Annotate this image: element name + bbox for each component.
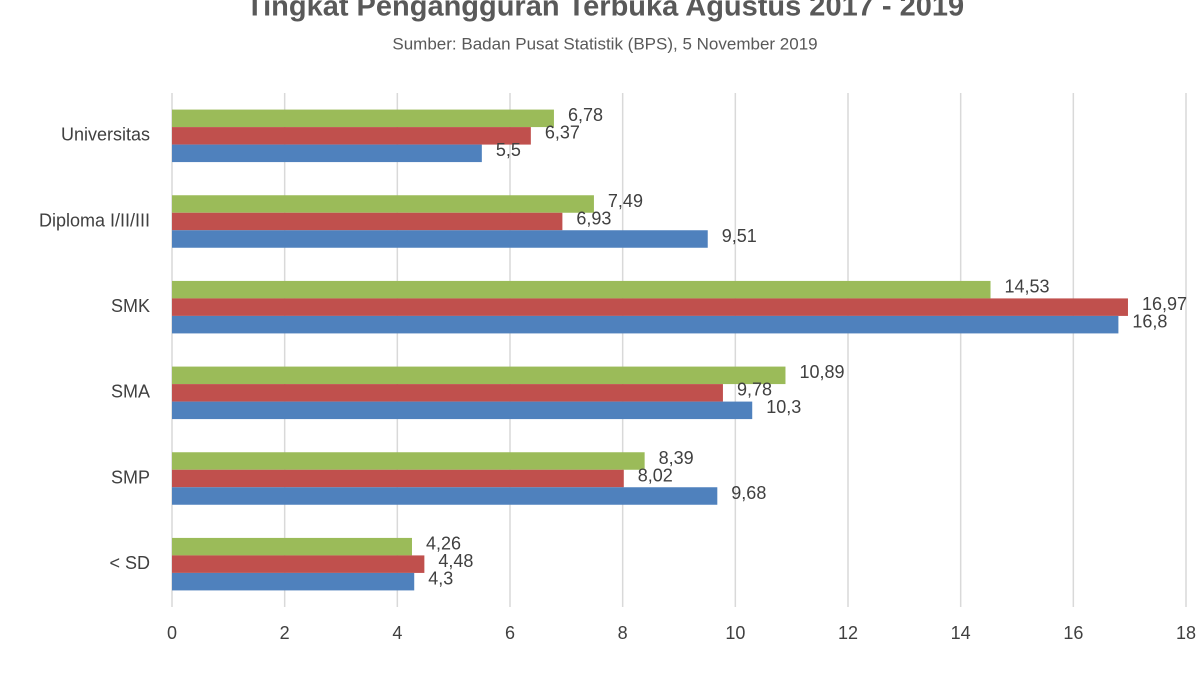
- data-label: 5,5: [496, 140, 521, 160]
- data-label: 4,48: [438, 551, 473, 571]
- bar: [172, 366, 786, 385]
- data-label: 10,3: [766, 397, 801, 417]
- y-tick-label: SMK: [111, 296, 150, 316]
- chart-subtitle: Sumber: Badan Pusat Statistik (BPS), 5 N…: [392, 34, 817, 53]
- x-tick-label: 10: [725, 623, 745, 643]
- x-tick-label: 18: [1176, 623, 1196, 643]
- data-label: 7,49: [608, 191, 643, 211]
- x-tick-label: 6: [505, 623, 515, 643]
- data-label: 16,8: [1132, 311, 1167, 331]
- bar: [172, 487, 718, 505]
- bar: [172, 127, 531, 145]
- chart-title: Tingkat Pengangguran Terbuka Agustus 201…: [246, 0, 964, 23]
- bar: [172, 469, 624, 488]
- x-tick-label: 2: [280, 623, 290, 643]
- data-label: 8,39: [659, 448, 694, 468]
- bar: [172, 212, 563, 231]
- x-tick-label: 14: [951, 623, 971, 643]
- bar: [172, 315, 1119, 334]
- bar: [172, 195, 594, 213]
- bar: [172, 384, 723, 402]
- data-label: 6,37: [545, 123, 580, 143]
- data-label: 9,68: [731, 483, 766, 503]
- x-tick-label: 0: [167, 623, 177, 643]
- bar: [172, 144, 482, 163]
- bar: [172, 401, 753, 420]
- y-tick-label: SMA: [111, 382, 150, 402]
- y-tick-label: < SD: [109, 553, 150, 573]
- x-tick-label: 12: [838, 623, 858, 643]
- x-tick-label: 8: [618, 623, 628, 643]
- data-label: 10,89: [799, 362, 844, 382]
- data-label: 4,26: [426, 533, 461, 553]
- data-label: 9,51: [722, 226, 757, 246]
- bar: [172, 230, 708, 248]
- y-tick-label: SMP: [111, 467, 150, 487]
- bar: [172, 452, 645, 470]
- y-tick-label: Diploma I/II/III: [39, 210, 150, 230]
- bar: [172, 109, 554, 128]
- data-label: 6,78: [568, 105, 603, 125]
- bar: [172, 298, 1128, 316]
- x-tick-label: 4: [392, 623, 402, 643]
- bar: [172, 280, 991, 299]
- data-label: 6,93: [576, 208, 611, 228]
- data-label: 9,78: [737, 380, 772, 400]
- x-tick-label: 16: [1063, 623, 1083, 643]
- y-tick-label: Universitas: [61, 125, 150, 145]
- bar: [172, 572, 415, 591]
- data-label: 16,97: [1142, 294, 1187, 314]
- data-label: 4,3: [428, 568, 453, 588]
- data-label: 14,53: [1005, 276, 1050, 296]
- bar: [172, 537, 412, 556]
- data-label: 8,02: [638, 465, 673, 485]
- bar: [172, 555, 425, 573]
